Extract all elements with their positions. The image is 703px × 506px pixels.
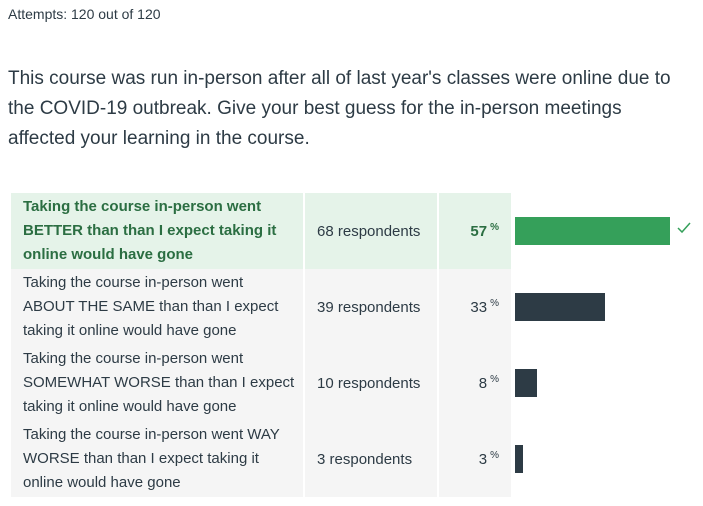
result-bar: [515, 293, 605, 321]
bar-area: [511, 193, 691, 269]
result-bar: [515, 217, 670, 245]
respondent-count: 68 respondents: [305, 193, 437, 269]
answer-row: Taking the course in-person went WAY WOR…: [11, 421, 675, 497]
bar-area: [511, 269, 675, 345]
bar-area: [511, 421, 675, 497]
respondent-count: 10 respondents: [305, 345, 437, 421]
bar-area: [511, 345, 675, 421]
answer-row: Taking the course in-person went SOMEWHA…: [11, 345, 675, 421]
answer-text: Taking the course in-person went BETTER …: [11, 193, 303, 269]
answer-percent: 33%: [439, 269, 511, 345]
answer-percent: 57%: [439, 193, 511, 269]
answer-percent: 3%: [439, 421, 511, 497]
result-bar: [515, 369, 537, 397]
answer-text: Taking the course in-person went SOMEWHA…: [11, 345, 303, 421]
respondent-count: 3 respondents: [305, 421, 437, 497]
answer-row: Taking the course in-person went BETTER …: [11, 193, 691, 269]
question-text: This course was run in-person after all …: [8, 68, 671, 149]
results-table: Taking the course in-person went BETTER …: [11, 193, 691, 497]
respondent-count: 39 respondents: [305, 269, 437, 345]
check-icon: [677, 222, 691, 234]
answer-text: Taking the course in-person went ABOUT T…: [11, 269, 303, 345]
attempts-count: Attempts: 120 out of 120: [8, 6, 161, 22]
answer-row: Taking the course in-person went ABOUT T…: [11, 269, 675, 345]
answer-text: Taking the course in-person went WAY WOR…: [11, 421, 303, 497]
answer-percent: 8%: [439, 345, 511, 421]
result-bar: [515, 445, 523, 473]
